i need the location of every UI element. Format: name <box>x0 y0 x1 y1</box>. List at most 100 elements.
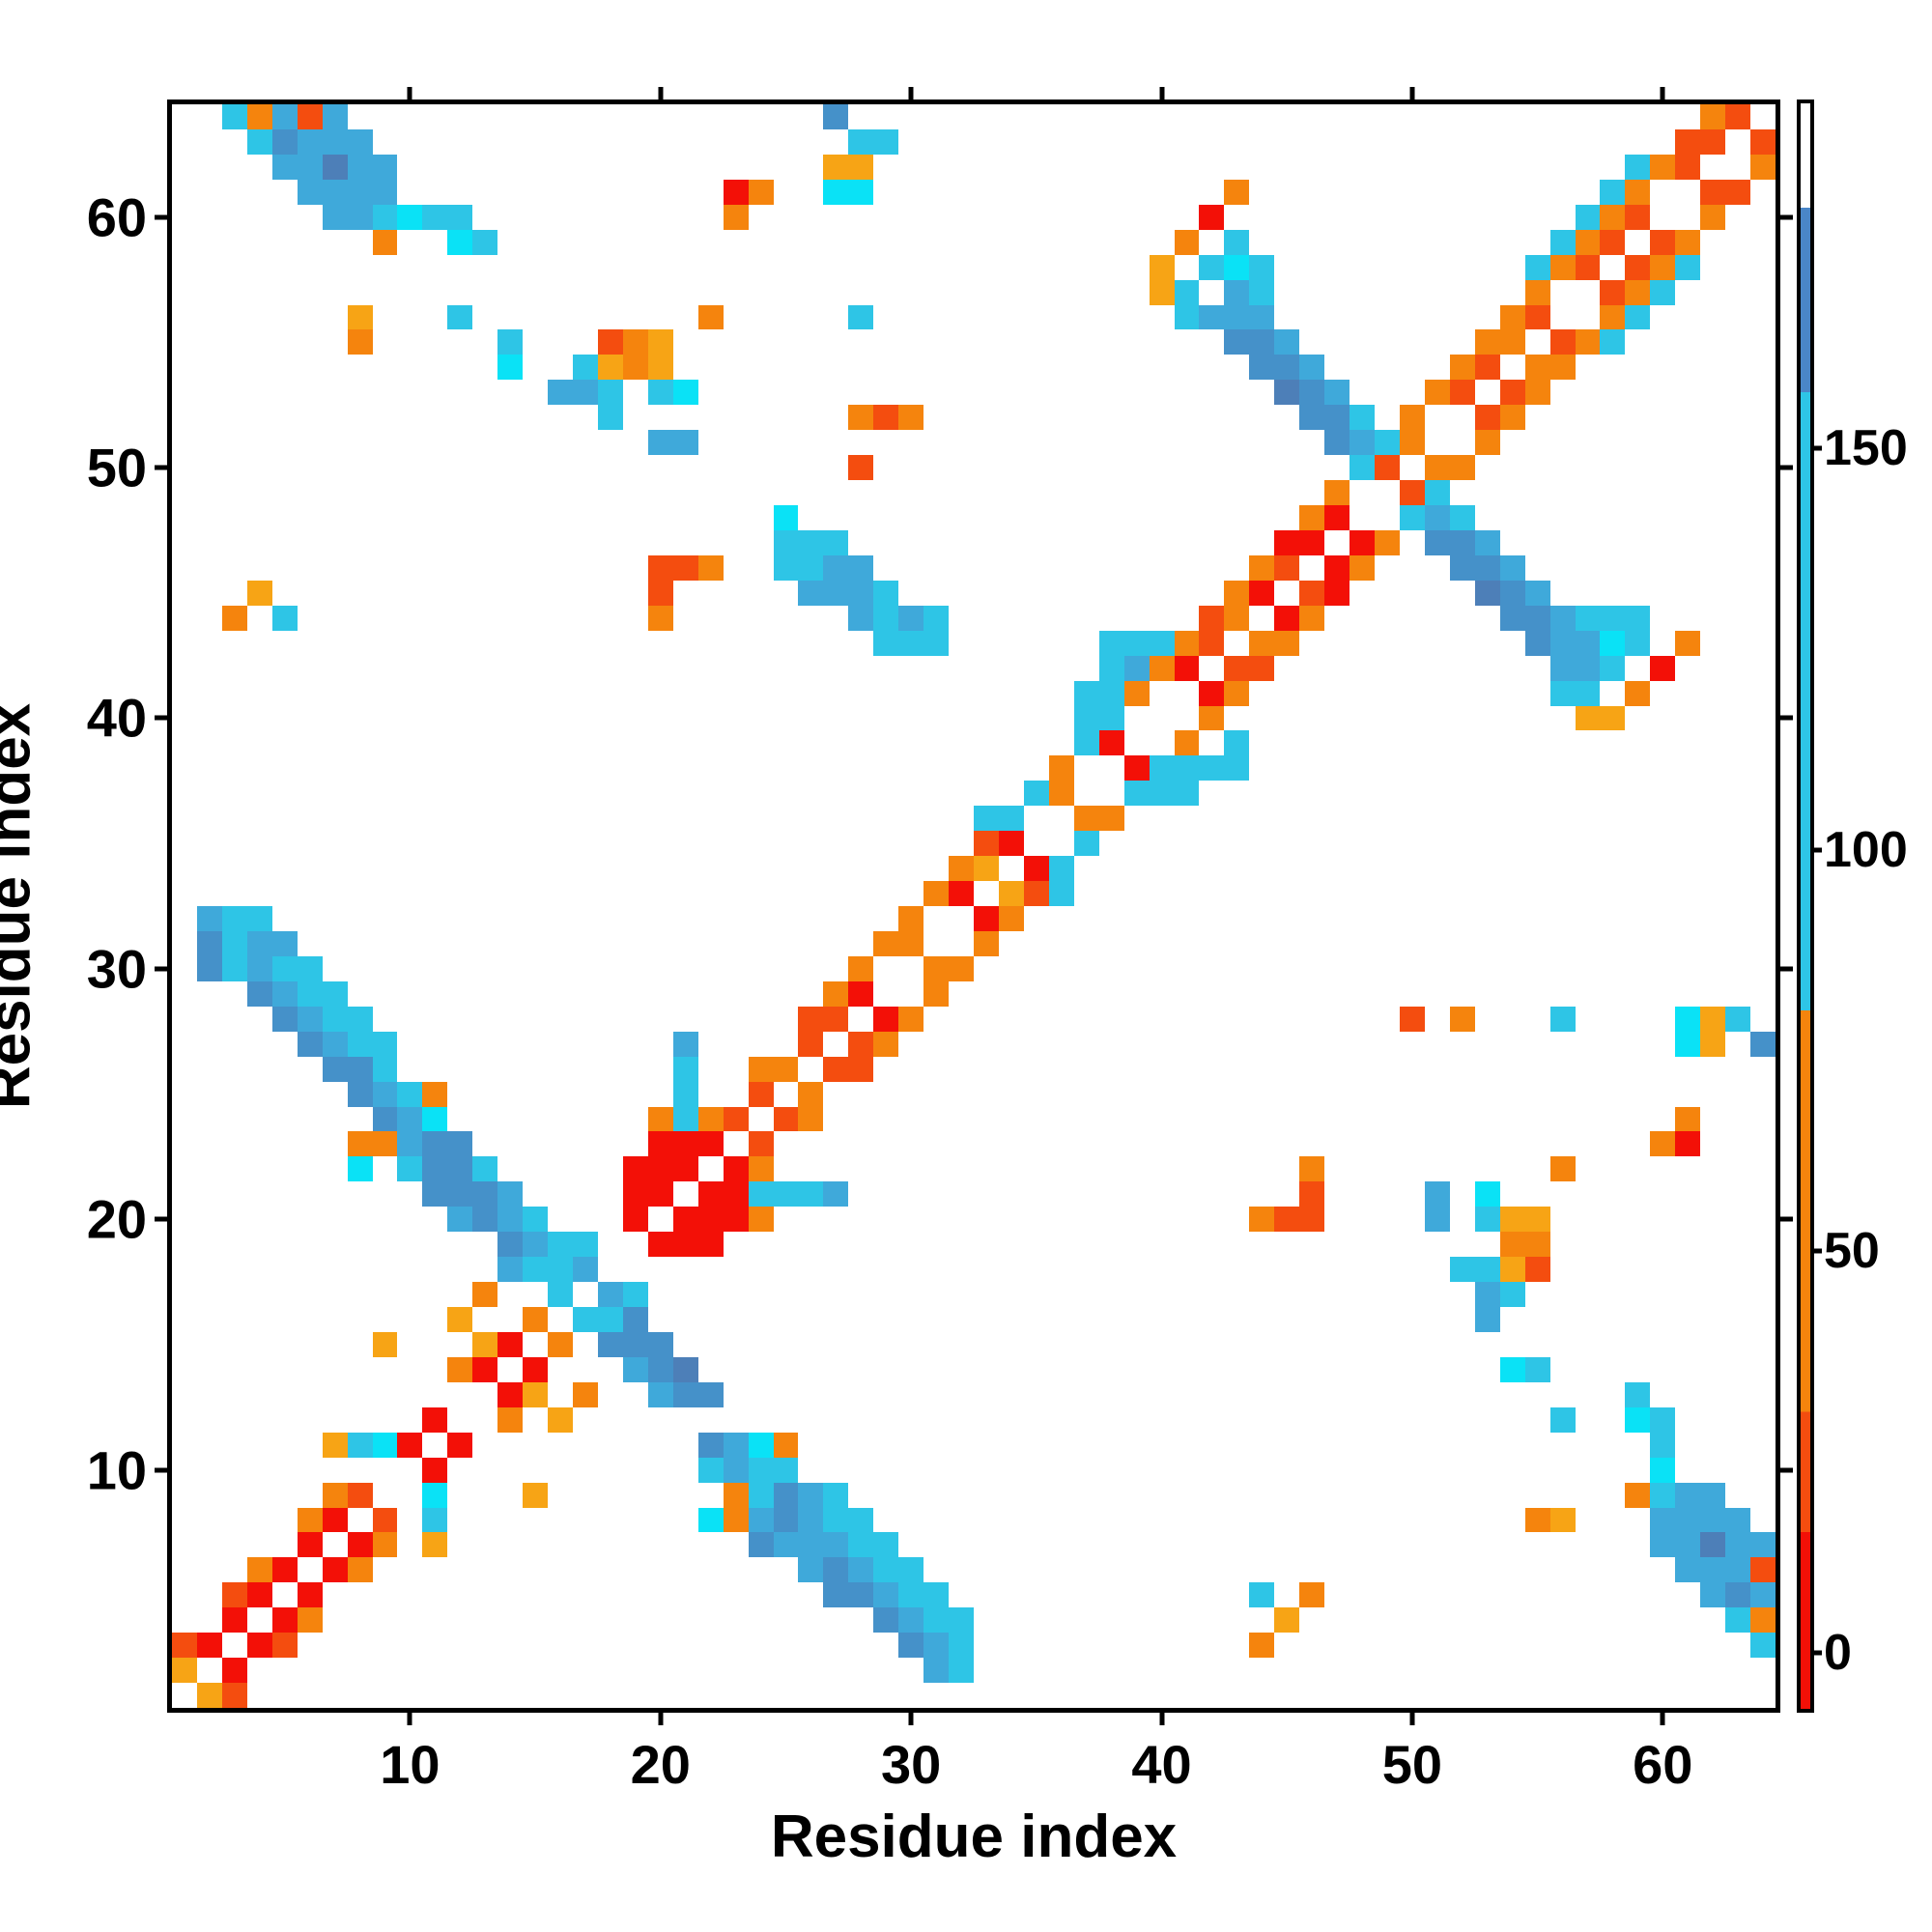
heatmap-cell <box>1650 129 1675 155</box>
heatmap-cell <box>373 430 398 455</box>
heatmap-cell <box>1024 631 1049 656</box>
heatmap-cell <box>422 906 447 931</box>
heatmap-cell <box>1450 1508 1475 1533</box>
heatmap-cell <box>1625 755 1650 781</box>
heatmap-cell <box>999 1082 1024 1107</box>
heatmap-cell <box>373 1557 398 1582</box>
heatmap-cell <box>749 1658 774 1683</box>
heatmap-cell <box>1324 931 1350 956</box>
heatmap-cell <box>848 831 873 856</box>
heatmap-cell <box>222 355 247 380</box>
heatmap-cell <box>322 1482 348 1508</box>
heatmap-cell <box>673 205 698 230</box>
heatmap-cell <box>898 1131 923 1156</box>
heatmap-cell <box>497 1007 523 1032</box>
heatmap-cell <box>472 1557 497 1582</box>
heatmap-cell <box>1224 881 1249 906</box>
heatmap-cell <box>672 554 698 581</box>
heatmap-cell <box>974 581 999 606</box>
heatmap-cell <box>1725 155 1750 180</box>
heatmap-cell <box>749 1107 774 1132</box>
heatmap-cell <box>1400 1532 1425 1557</box>
heatmap-cell <box>272 806 298 831</box>
heatmap-cell <box>247 706 272 731</box>
heatmap-cell <box>172 931 197 956</box>
heatmap-cell <box>523 455 548 480</box>
heatmap-cell <box>1324 631 1350 656</box>
heatmap-cell <box>1249 230 1274 255</box>
heatmap-cell <box>1450 1282 1475 1307</box>
heatmap-cell <box>774 906 799 931</box>
heatmap-cell <box>1400 1433 1425 1458</box>
heatmap-cell <box>774 405 799 430</box>
heatmap-cell <box>1550 706 1576 731</box>
heatmap-cell <box>1099 1458 1124 1483</box>
heatmap-cell <box>1425 730 1450 755</box>
heatmap-cell <box>598 1557 623 1582</box>
heatmap-cell <box>974 1357 999 1382</box>
heatmap-cell <box>397 706 422 731</box>
heatmap-cell <box>898 1357 923 1382</box>
heatmap-cell <box>974 806 999 832</box>
heatmap-cell <box>999 1332 1024 1357</box>
heatmap-cell <box>573 129 598 155</box>
heatmap-cell <box>1299 480 1324 505</box>
heatmap-cell <box>373 480 398 505</box>
heatmap-cell <box>1525 1532 1550 1557</box>
heatmap-cell <box>898 755 923 781</box>
heatmap-cell <box>422 631 447 656</box>
heatmap-cell <box>397 1357 422 1382</box>
heatmap-cell <box>422 656 447 681</box>
heatmap-cell <box>949 530 974 555</box>
heatmap-cell <box>1500 1458 1525 1483</box>
heatmap-cell <box>873 480 898 505</box>
heatmap-cell <box>397 1106 423 1132</box>
heatmap-cell <box>1175 1232 1200 1257</box>
heatmap-cell <box>1600 255 1625 280</box>
heatmap-cell <box>974 1181 999 1207</box>
heatmap-cell <box>497 405 523 430</box>
heatmap-cell <box>1499 554 1525 581</box>
heatmap-cell <box>1274 255 1299 280</box>
heatmap-cell <box>949 656 974 681</box>
heatmap-cell <box>1425 1082 1450 1107</box>
heatmap-cell <box>1650 581 1675 606</box>
heatmap-cell <box>698 1257 724 1282</box>
heatmap-cell <box>1324 430 1350 456</box>
heatmap-cell <box>1725 455 1750 480</box>
heatmap-cell <box>1650 1432 1676 1458</box>
heatmap-cell <box>1350 1433 1375 1458</box>
heatmap-cell <box>949 1433 974 1458</box>
heatmap-cell <box>472 730 497 755</box>
heatmap-cell <box>848 955 874 981</box>
heatmap-cell <box>1576 405 1601 430</box>
heatmap-cell <box>1024 1582 1049 1607</box>
heatmap-cell <box>1549 605 1576 631</box>
heatmap-cell <box>1550 205 1576 230</box>
heatmap-cell <box>397 1483 422 1508</box>
heatmap-cell <box>397 555 422 581</box>
heatmap-cell <box>1750 1156 1776 1181</box>
heatmap-cell <box>1700 1357 1725 1382</box>
heatmap-cell <box>823 755 848 781</box>
heatmap-cell <box>749 1332 774 1357</box>
heatmap-cell <box>472 505 497 530</box>
heatmap-cell <box>348 380 373 405</box>
heatmap-cell <box>1425 1607 1450 1633</box>
heatmap-cell <box>222 455 247 480</box>
heatmap-cell <box>573 380 598 406</box>
heatmap-cell <box>1750 255 1776 280</box>
heatmap-cell <box>823 831 848 856</box>
heatmap-cell <box>1074 1007 1099 1032</box>
heatmap-cell <box>1224 1382 1249 1407</box>
heatmap-cell <box>1024 1658 1049 1683</box>
heatmap-cell <box>1224 129 1249 155</box>
heatmap-cell <box>1675 180 1700 205</box>
heatmap-cell <box>1550 981 1576 1007</box>
heatmap-cell <box>397 1232 422 1257</box>
heatmap-cell <box>848 1483 873 1508</box>
heatmap-cell <box>497 1607 523 1633</box>
heatmap-cell <box>1700 1607 1725 1633</box>
heatmap-cell <box>1299 605 1325 631</box>
heatmap-cell <box>1199 155 1224 180</box>
